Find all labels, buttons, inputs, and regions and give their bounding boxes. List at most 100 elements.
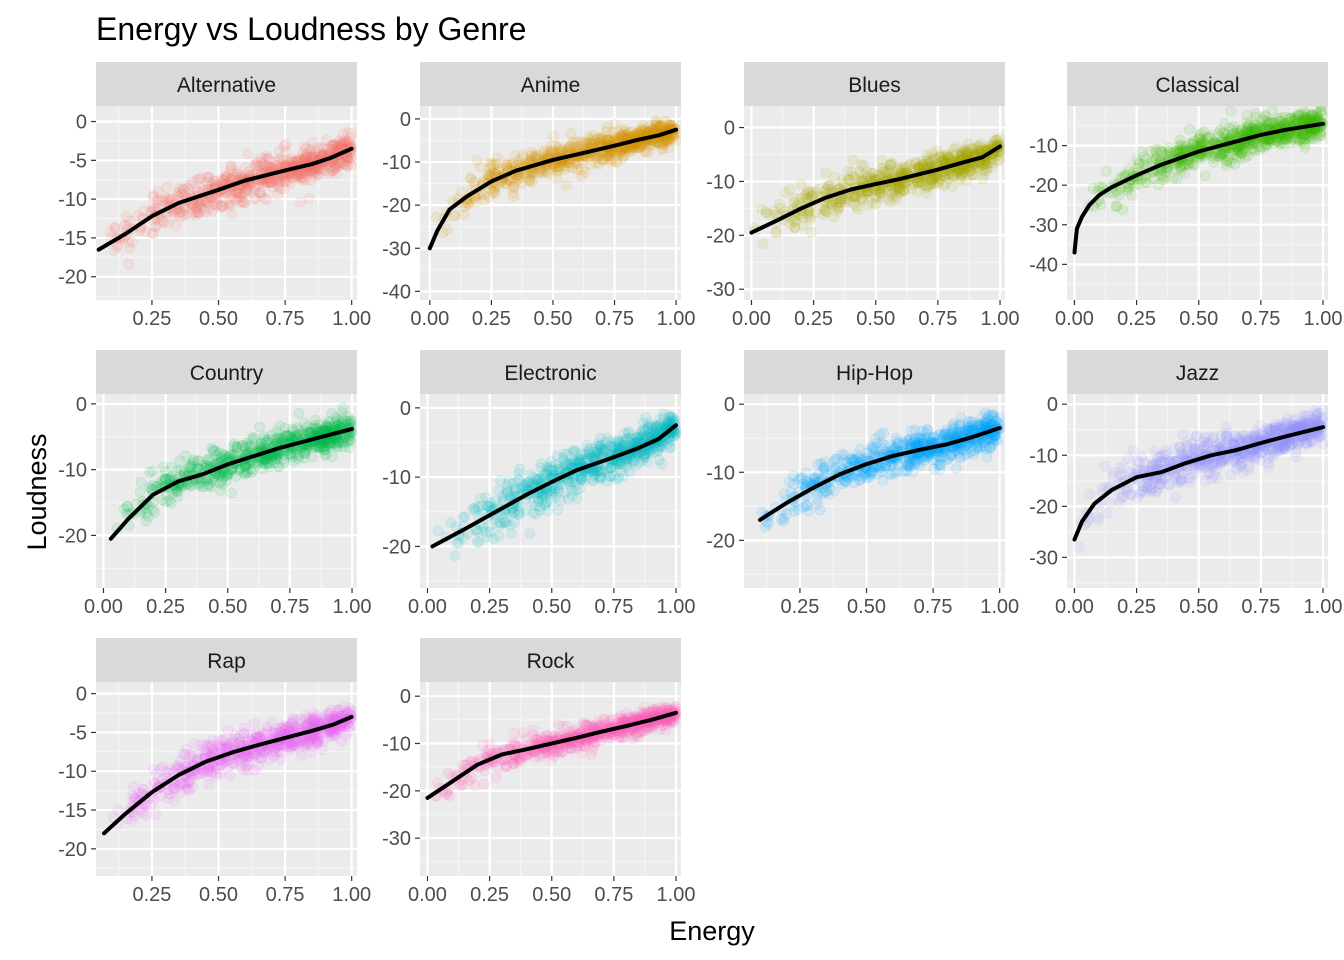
y-tick-label: -30 [706, 279, 735, 301]
data-point [929, 172, 941, 184]
data-point [820, 167, 832, 179]
data-point [806, 190, 818, 202]
data-point [334, 135, 346, 147]
data-point [328, 139, 339, 151]
data-point [940, 151, 952, 163]
data-point [338, 137, 350, 149]
y-tick-label: -10 [706, 171, 735, 193]
data-point [305, 166, 317, 178]
data-point [1194, 128, 1206, 140]
x-tick-label: 0.25 [1117, 308, 1156, 330]
data-point [508, 181, 520, 193]
data-point [341, 154, 353, 166]
data-point [305, 174, 317, 186]
data-point [524, 173, 535, 185]
data-point [198, 204, 210, 216]
data-point [564, 141, 576, 153]
data-point [581, 138, 592, 150]
data-point [341, 136, 352, 148]
data-point [591, 152, 602, 164]
y-tick-label: -10 [58, 189, 87, 211]
data-point [597, 445, 609, 457]
data-point [870, 190, 882, 201]
x-tick-label: 0.75 [266, 308, 305, 330]
data-point [819, 205, 831, 216]
data-point [917, 158, 929, 170]
data-point [234, 191, 245, 203]
data-point [879, 166, 891, 178]
data-point [961, 147, 973, 159]
data-point [262, 176, 273, 188]
data-point [955, 167, 967, 179]
data-point [254, 186, 266, 198]
data-point [860, 188, 872, 200]
data-point [977, 173, 989, 185]
data-point [224, 193, 236, 205]
data-point [151, 196, 163, 208]
data-point [215, 199, 227, 211]
data-point [587, 129, 599, 141]
data-point [1219, 118, 1230, 130]
x-tick-label: 0.00 [410, 308, 449, 330]
data-point [931, 145, 943, 157]
data-point [653, 454, 665, 466]
data-point [908, 179, 919, 191]
data-point [596, 132, 608, 144]
data-point [331, 158, 343, 170]
data-point [613, 125, 625, 137]
data-point [344, 131, 356, 143]
data-point [297, 168, 308, 180]
data-point [1292, 110, 1304, 122]
data-point [530, 508, 542, 520]
data-point [770, 226, 782, 238]
data-point [572, 136, 584, 148]
data-point [290, 172, 302, 184]
data-point [167, 488, 178, 499]
data-point [539, 499, 551, 511]
data-point [1285, 137, 1297, 149]
data-point [203, 171, 215, 183]
data-point [579, 166, 591, 178]
facet-strip-label: Hip-Hop [836, 362, 913, 385]
data-point [192, 174, 204, 186]
data-point [923, 156, 935, 168]
y-tick-label: -10 [58, 460, 87, 482]
data-point [1228, 121, 1240, 133]
data-point [822, 180, 834, 192]
data-point [824, 179, 836, 191]
y-tick-label: -30 [1029, 215, 1058, 237]
data-point [230, 188, 242, 200]
data-point [657, 142, 669, 154]
data-point [943, 168, 955, 180]
data-point [1254, 144, 1266, 156]
data-point [780, 187, 791, 199]
data-point [119, 219, 131, 231]
data-point [956, 150, 967, 162]
data-point [831, 198, 843, 210]
data-point [956, 168, 967, 180]
data-point [235, 196, 247, 208]
data-point [238, 197, 250, 209]
data-point [542, 145, 554, 157]
data-point [870, 198, 882, 210]
data-point [109, 222, 121, 234]
data-point [976, 159, 988, 171]
data-point [885, 185, 896, 197]
data-point [308, 168, 320, 179]
data-point [887, 191, 898, 203]
data-point [955, 148, 967, 160]
data-point [249, 194, 261, 205]
y-tick-label: -10 [1029, 136, 1058, 158]
facet-strip [96, 62, 357, 106]
data-point [124, 242, 136, 254]
data-point [1178, 144, 1190, 156]
data-point [851, 201, 863, 212]
data-point [486, 168, 497, 180]
data-point [152, 194, 164, 205]
data-point [341, 160, 353, 172]
data-point [146, 227, 158, 239]
x-tick-label: 0.00 [1055, 308, 1094, 330]
data-point [602, 149, 614, 161]
data-point [566, 142, 578, 154]
